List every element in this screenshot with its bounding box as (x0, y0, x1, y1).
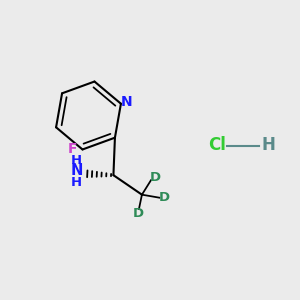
Text: N: N (70, 163, 83, 178)
Text: D: D (149, 171, 161, 184)
Text: H: H (71, 154, 82, 167)
Text: F: F (67, 142, 77, 157)
Text: D: D (133, 207, 144, 220)
Text: D: D (158, 191, 169, 204)
Text: N: N (121, 95, 132, 109)
Text: H: H (262, 136, 275, 154)
Text: Cl: Cl (208, 136, 226, 154)
Text: H: H (71, 176, 82, 189)
